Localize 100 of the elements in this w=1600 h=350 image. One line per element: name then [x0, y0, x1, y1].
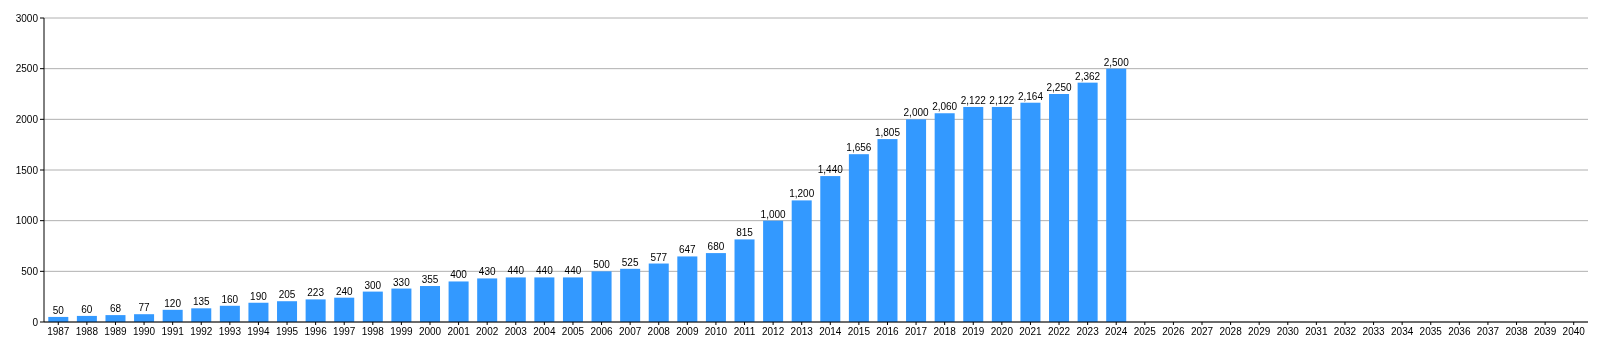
x-tick-label: 2016 [876, 326, 900, 337]
y-tick-label: 0 [32, 316, 39, 328]
x-tick-label: 1999 [390, 326, 413, 337]
data-label: 1,805 [874, 127, 901, 139]
x-tick-label: 2005 [561, 326, 585, 337]
bar [162, 309, 183, 322]
data-label: 500 [593, 259, 611, 271]
data-label: 815 [736, 227, 754, 239]
x-tick-label: 2033 [1362, 326, 1386, 337]
y-tick-label: 3000 [15, 12, 39, 24]
data-label: 1,200 [789, 188, 815, 200]
x-tick-label: 1994 [247, 326, 270, 337]
x-tick-label: 2027 [1190, 326, 1214, 337]
x-tick-label: 1992 [190, 326, 213, 337]
data-label: 577 [650, 251, 668, 263]
bar [934, 113, 955, 322]
x-tick-label: 2011 [733, 326, 756, 337]
bar [991, 106, 1012, 322]
data-label: 525 [621, 256, 639, 268]
x-tick-label: 2035 [1419, 326, 1443, 337]
bar [1077, 82, 1098, 322]
data-label: 355 [421, 274, 439, 286]
data-label: 190 [250, 290, 268, 302]
x-tick-label: 2031 [1305, 326, 1328, 337]
data-label: 135 [192, 296, 211, 308]
x-tick-label: 1989 [104, 326, 128, 337]
x-tick-label: 2038 [1505, 326, 1529, 337]
data-label: 2,250 [1046, 82, 1072, 93]
y-tick-label: 1500 [15, 164, 39, 176]
y-tick-label: 500 [21, 265, 39, 277]
x-tick-label: 1987 [47, 326, 70, 337]
bar [305, 299, 326, 322]
data-label: 223 [307, 287, 325, 299]
bar [1049, 94, 1070, 322]
x-tick-label: 1988 [75, 326, 99, 337]
data-label: 240 [335, 285, 353, 297]
data-label: 400 [450, 269, 468, 281]
data-label: 50 [52, 304, 65, 316]
x-tick-label: 2029 [1248, 326, 1271, 337]
x-tick-label: 2012 [761, 326, 785, 337]
bar [505, 277, 526, 322]
x-tick-label: 2037 [1476, 326, 1500, 337]
x-tick-label: 2007 [619, 326, 642, 337]
bar [248, 302, 269, 322]
data-label: 77 [138, 302, 151, 314]
data-label: 60 [81, 303, 93, 315]
bar [591, 271, 612, 322]
x-tick-label: 2020 [990, 326, 1014, 337]
y-tick-label: 2500 [15, 63, 39, 75]
bar [763, 220, 784, 322]
bar [677, 256, 698, 322]
x-tick-label: 2034 [1391, 326, 1414, 337]
x-tick-label: 2024 [1105, 326, 1128, 337]
x-tick-label: 2008 [647, 326, 671, 337]
data-label: 1,656 [846, 142, 872, 154]
x-tick-label: 2010 [704, 326, 728, 337]
bar [877, 139, 898, 322]
data-label: 440 [507, 265, 525, 277]
bar [963, 106, 984, 322]
x-tick-label: 2026 [1162, 326, 1185, 337]
x-tick-label: 2000 [418, 326, 442, 337]
bar [334, 297, 355, 322]
bar [820, 176, 841, 322]
data-label: 330 [393, 276, 411, 288]
bar [477, 278, 498, 322]
data-label: 1,000 [760, 208, 787, 220]
data-label: 430 [478, 266, 496, 278]
x-tick-label: 2006 [590, 326, 614, 337]
x-tick-label: 2030 [1276, 326, 1300, 337]
bar [534, 277, 555, 322]
bar [562, 277, 583, 322]
bar [362, 291, 383, 322]
bar [648, 263, 669, 322]
data-label: 440 [564, 265, 582, 277]
bar [1020, 102, 1041, 322]
x-tick-label: 1997 [333, 326, 356, 337]
x-tick-label: 1998 [361, 326, 385, 337]
data-label: 647 [678, 244, 697, 256]
x-tick-label: 2018 [933, 326, 957, 337]
x-tick-label: 2025 [1133, 326, 1157, 337]
bar [734, 239, 755, 322]
bar [277, 301, 298, 322]
x-tick-label: 2003 [504, 326, 528, 337]
bar [391, 288, 412, 322]
bar [134, 314, 155, 322]
bar [705, 253, 726, 322]
bar [906, 119, 927, 322]
x-tick-label: 2040 [1562, 326, 1586, 337]
data-label: 205 [278, 289, 296, 301]
data-label: 120 [164, 297, 182, 309]
bar [219, 305, 240, 322]
x-tick-label: 2021 [1019, 326, 1042, 337]
x-tick-label: 2023 [1076, 326, 1100, 337]
x-tick-label: 2015 [847, 326, 871, 337]
bar [448, 281, 469, 322]
data-label: 160 [221, 293, 239, 305]
data-label: 2,000 [903, 107, 930, 119]
data-label: 2,122 [960, 94, 987, 106]
data-label: 2,362 [1075, 70, 1101, 82]
x-tick-label: 2019 [962, 326, 985, 337]
